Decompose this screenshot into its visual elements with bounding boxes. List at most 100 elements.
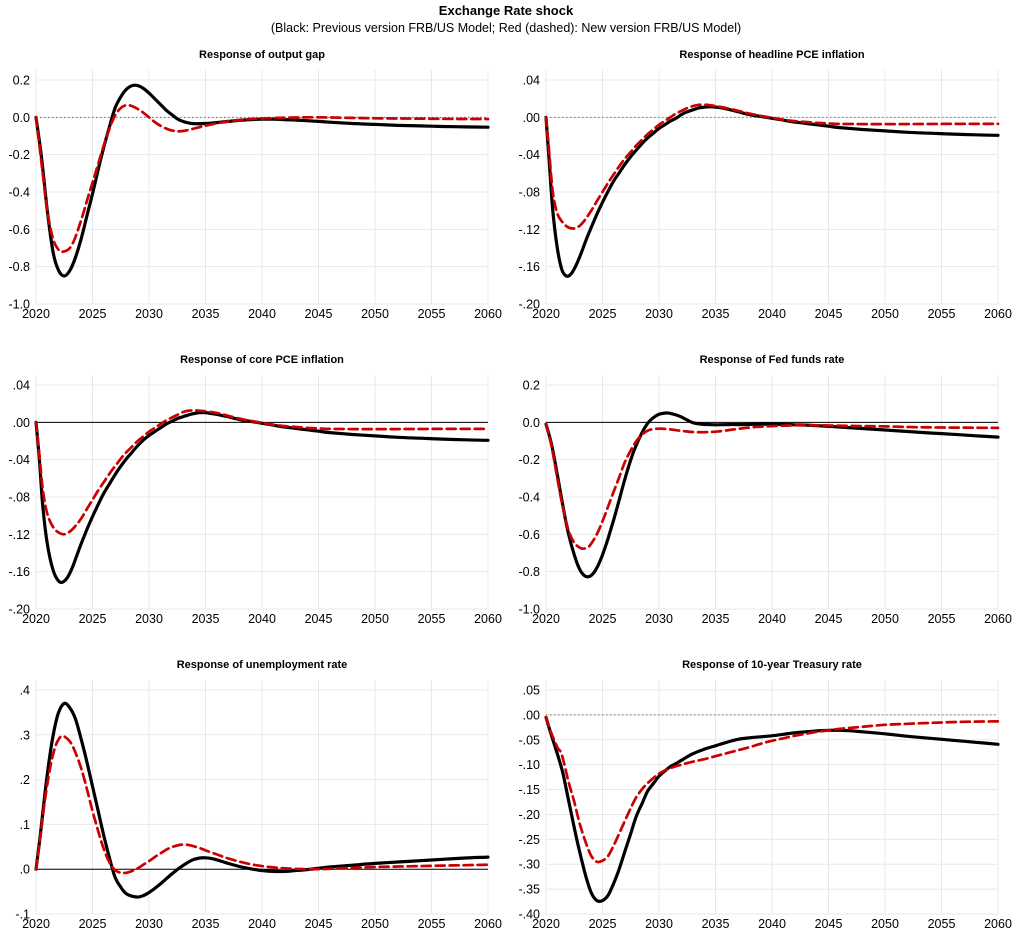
y-tick-label: -0.8 — [518, 565, 540, 579]
series-new — [34, 103, 490, 254]
y-tick-label: 0.0 — [13, 111, 30, 125]
x-tick-label: 2040 — [758, 612, 786, 626]
panel-headline-pce-inflation: Response of headline PCE inflation .04.0… — [510, 46, 1012, 324]
x-tick-label: 2050 — [361, 307, 389, 321]
y-tick-label: .00 — [523, 111, 540, 125]
panel-title: Response of headline PCE inflation — [679, 49, 865, 61]
y-tick-label: .3 — [20, 728, 30, 742]
x-tick-label: 2020 — [532, 917, 560, 931]
y-tick-label: .4 — [20, 684, 30, 698]
y-tick-label: -.12 — [8, 528, 30, 542]
y-tick-label: .04 — [13, 379, 30, 393]
y-tick-label: -.20 — [518, 808, 540, 822]
series-previous — [34, 83, 490, 278]
series-new — [34, 409, 490, 536]
y-tick-label: -0.6 — [8, 223, 30, 237]
y-tick-label: -.20 — [8, 603, 30, 617]
y-tick-label: -1.0 — [8, 298, 30, 312]
x-tick-label: 2035 — [702, 612, 730, 626]
y-tick-label: -.40 — [518, 908, 540, 922]
x-tick-label: 2050 — [871, 917, 899, 931]
y-tick-label: -.04 — [518, 148, 540, 162]
y-tick-label: -.25 — [518, 833, 540, 847]
y-tick-label: .00 — [13, 416, 30, 430]
panel-unemployment-rate: Response of unemployment rate .4 .3 .2 .1 .0… — [0, 656, 502, 934]
y-tick-label: -.16 — [518, 260, 540, 274]
x-tick-label: 2040 — [248, 612, 276, 626]
x-tick-label: 2020 — [532, 612, 560, 626]
x-tick-label: 2020 — [22, 917, 50, 931]
panel-title: Response of output gap — [199, 49, 325, 61]
figure-title: Exchange Rate shock — [438, 3, 574, 18]
x-tick-label: 2040 — [248, 307, 276, 321]
panel-output-gap: Response of output gap 0.2 0.0 -0.2 -0.4 -0.… — [0, 46, 502, 324]
x-tick-label: 2030 — [645, 307, 673, 321]
series-new — [34, 734, 490, 875]
y-tick-label: -0.4 — [8, 186, 30, 200]
treasury-10y-plot: .05.00-.05-.10-.15-.20-.25-.30-.35-.4020… — [518, 680, 1012, 931]
x-tick-label: 2060 — [984, 917, 1012, 931]
x-tick-label: 2050 — [871, 612, 899, 626]
series-previous — [544, 715, 1000, 904]
y-tick-label: -.04 — [8, 453, 30, 467]
panel-core-pce-inflation: Response of core PCE inflation .04 .00 -.0… — [0, 351, 502, 629]
x-tick-label: 2045 — [305, 917, 333, 931]
x-tick-label: 2035 — [192, 612, 220, 626]
panel-title: Response of 10-year Treasury rate — [682, 659, 862, 671]
y-tick-label: .00 — [523, 708, 540, 722]
x-tick-label: 2050 — [361, 917, 389, 931]
y-tick-label: .1 — [20, 818, 30, 832]
y-tick-label: -1.0 — [518, 603, 540, 617]
panel-title: Response of core PCE inflation — [180, 354, 344, 366]
series-new — [544, 103, 1000, 230]
x-tick-label: 2035 — [702, 917, 730, 931]
x-tick-label: 2035 — [192, 307, 220, 321]
x-tick-label: 2060 — [474, 917, 502, 931]
x-tick-label: 2030 — [645, 917, 673, 931]
x-tick-label: 2020 — [22, 612, 50, 626]
x-tick-label: 2025 — [79, 612, 107, 626]
y-tick-label: -0.2 — [8, 148, 30, 162]
x-tick-label: 2020 — [22, 307, 50, 321]
x-tick-label: 2055 — [928, 917, 956, 931]
panel-title: Response of unemployment rate — [176, 659, 348, 671]
x-tick-label: 2055 — [418, 917, 446, 931]
y-tick-label: -.08 — [518, 186, 540, 200]
panel-title: Response of Fed funds rate — [699, 354, 845, 366]
x-tick-label: 2035 — [702, 307, 730, 321]
x-tick-label: 2060 — [984, 612, 1012, 626]
y-tick-label: -0.6 — [518, 528, 540, 542]
x-tick-label: 2025 — [79, 307, 107, 321]
y-tick-label: -.30 — [518, 858, 540, 872]
panel-fed-funds-rate: Response of Fed funds rate 0.2 0.0 -0.2 -0.… — [510, 351, 1012, 629]
x-tick-label: 2055 — [928, 307, 956, 321]
y-tick-label: .2 — [20, 773, 30, 787]
x-tick-label: 2040 — [758, 917, 786, 931]
y-tick-label: .0 — [20, 863, 30, 877]
y-tick-label: -.10 — [518, 758, 540, 772]
y-tick-label: -.08 — [8, 491, 30, 505]
x-tick-label: 2045 — [815, 612, 843, 626]
x-tick-label: 2050 — [361, 612, 389, 626]
x-tick-label: 2030 — [645, 612, 673, 626]
x-tick-label: 2060 — [474, 612, 502, 626]
x-tick-label: 2050 — [871, 307, 899, 321]
series-previous — [34, 411, 490, 585]
x-tick-label: 2060 — [984, 307, 1012, 321]
x-tick-label: 2025 — [589, 612, 617, 626]
series-previous — [544, 105, 1000, 278]
y-tick-label: -.35 — [518, 883, 540, 897]
x-tick-label: 2030 — [135, 612, 163, 626]
y-tick-label: -.20 — [518, 298, 540, 312]
series-new — [544, 422, 1000, 551]
x-tick-label: 2020 — [532, 307, 560, 321]
y-tick-label: -0.2 — [518, 453, 540, 467]
y-tick-label: -.05 — [518, 733, 540, 747]
x-tick-label: 2025 — [79, 917, 107, 931]
